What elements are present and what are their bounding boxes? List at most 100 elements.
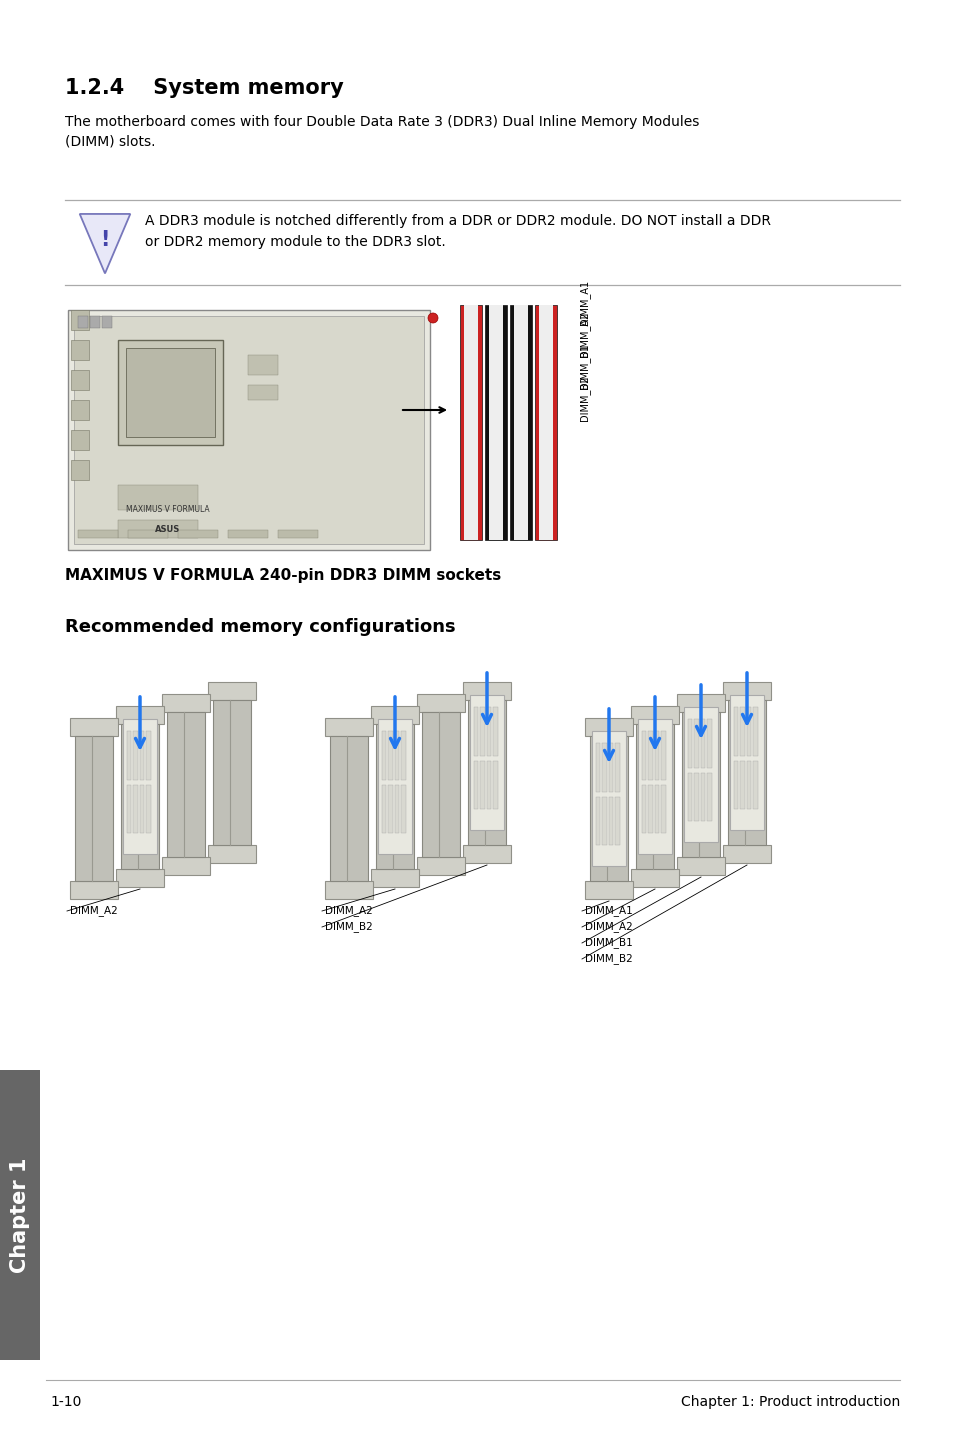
Polygon shape xyxy=(480,761,484,810)
Polygon shape xyxy=(753,761,758,810)
Bar xyxy=(510,305,532,541)
Polygon shape xyxy=(116,869,164,887)
Polygon shape xyxy=(167,712,205,857)
Polygon shape xyxy=(208,846,255,863)
Bar xyxy=(71,339,89,360)
Polygon shape xyxy=(687,772,692,821)
Bar xyxy=(74,316,423,544)
Polygon shape xyxy=(722,682,770,700)
Polygon shape xyxy=(162,857,210,874)
Polygon shape xyxy=(602,797,606,846)
Bar xyxy=(71,370,89,390)
Polygon shape xyxy=(707,719,711,768)
Polygon shape xyxy=(722,846,770,863)
Bar xyxy=(459,305,481,541)
Bar xyxy=(128,531,168,538)
Text: Chapter 1: Product introduction: Chapter 1: Product introduction xyxy=(680,1395,899,1409)
Bar xyxy=(118,521,198,538)
Polygon shape xyxy=(140,731,144,779)
Polygon shape xyxy=(133,785,138,833)
Polygon shape xyxy=(381,785,386,833)
Text: DIMM_A2: DIMM_A2 xyxy=(70,906,117,916)
Text: !: ! xyxy=(100,230,110,250)
Polygon shape xyxy=(486,761,491,810)
Text: DIMM_B1: DIMM_B1 xyxy=(578,344,590,390)
Polygon shape xyxy=(729,695,763,830)
Text: A DDR3 module is notched differently from a DDR or DDR2 module. DO NOT install a: A DDR3 module is notched differently fro… xyxy=(145,214,770,249)
Bar xyxy=(463,305,477,541)
Polygon shape xyxy=(133,731,138,779)
Bar xyxy=(538,305,553,541)
Polygon shape xyxy=(592,731,625,866)
Bar xyxy=(102,316,112,328)
Polygon shape xyxy=(615,797,619,846)
Polygon shape xyxy=(325,881,373,899)
Polygon shape xyxy=(694,719,699,768)
Polygon shape xyxy=(147,731,151,779)
Polygon shape xyxy=(648,731,652,779)
Bar xyxy=(71,311,89,329)
Bar xyxy=(118,485,198,510)
Polygon shape xyxy=(474,761,478,810)
Polygon shape xyxy=(381,731,386,779)
Bar xyxy=(71,430,89,450)
Polygon shape xyxy=(746,761,751,810)
Polygon shape xyxy=(681,712,720,857)
Text: DIMM_B2: DIMM_B2 xyxy=(325,922,373,932)
Polygon shape xyxy=(683,707,718,843)
Polygon shape xyxy=(416,857,464,874)
Text: The motherboard comes with four Double Data Rate 3 (DDR3) Dual Inline Memory Mod: The motherboard comes with four Double D… xyxy=(65,115,699,148)
Bar xyxy=(277,531,317,538)
Polygon shape xyxy=(208,682,255,700)
Bar xyxy=(90,316,100,328)
Bar xyxy=(71,460,89,480)
Polygon shape xyxy=(638,719,671,854)
Polygon shape xyxy=(70,718,118,736)
Bar xyxy=(484,305,506,541)
Polygon shape xyxy=(371,869,418,887)
Polygon shape xyxy=(753,707,758,755)
Polygon shape xyxy=(608,797,613,846)
Polygon shape xyxy=(608,743,613,791)
Polygon shape xyxy=(375,723,414,869)
Polygon shape xyxy=(493,707,497,755)
Bar xyxy=(78,531,118,538)
Polygon shape xyxy=(80,214,131,273)
Bar xyxy=(71,400,89,420)
Polygon shape xyxy=(630,706,679,723)
Polygon shape xyxy=(733,761,738,810)
Text: DIMM_A2: DIMM_A2 xyxy=(584,922,632,932)
Polygon shape xyxy=(388,785,393,833)
Polygon shape xyxy=(596,797,599,846)
Polygon shape xyxy=(462,682,511,700)
Polygon shape xyxy=(474,707,478,755)
Text: 1-10: 1-10 xyxy=(50,1395,81,1409)
Polygon shape xyxy=(468,700,505,846)
Bar xyxy=(489,305,502,541)
Polygon shape xyxy=(70,881,118,899)
Polygon shape xyxy=(677,695,724,712)
Bar xyxy=(126,348,214,437)
Polygon shape xyxy=(421,712,459,857)
Bar xyxy=(178,531,218,538)
Polygon shape xyxy=(584,881,633,899)
Circle shape xyxy=(428,313,437,324)
Bar xyxy=(248,355,277,375)
Polygon shape xyxy=(707,772,711,821)
Bar xyxy=(118,339,223,444)
Polygon shape xyxy=(401,731,406,779)
Polygon shape xyxy=(733,707,738,755)
Text: DIMM_B2: DIMM_B2 xyxy=(584,953,632,965)
Polygon shape xyxy=(162,695,210,712)
Polygon shape xyxy=(694,772,699,821)
Polygon shape xyxy=(377,719,412,854)
Text: DIMM_A2: DIMM_A2 xyxy=(325,906,373,916)
Polygon shape xyxy=(660,731,665,779)
Text: DIMM_A2: DIMM_A2 xyxy=(578,312,590,357)
Text: DIMM_A1: DIMM_A1 xyxy=(578,280,590,325)
Polygon shape xyxy=(480,707,484,755)
Polygon shape xyxy=(740,761,744,810)
Polygon shape xyxy=(401,785,406,833)
Polygon shape xyxy=(395,731,399,779)
Bar xyxy=(248,385,277,400)
